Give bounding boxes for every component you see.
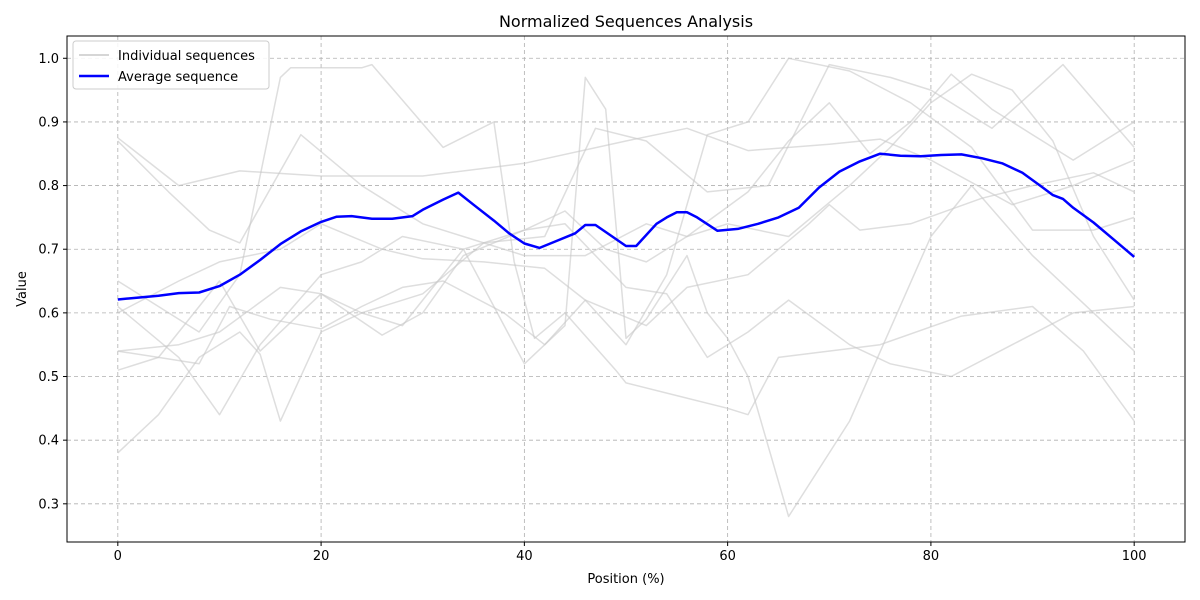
- y-axis-label: Value: [15, 271, 30, 307]
- individual-series-group: [117, 57, 1135, 518]
- individual-sequence-line: [117, 223, 1135, 378]
- y-tick-label: 0.4: [38, 434, 59, 449]
- y-tick-label: 0.8: [38, 179, 59, 194]
- average-series-group: [117, 152, 1136, 301]
- x-tick-label: 20: [313, 549, 330, 564]
- individual-sequence-line: [117, 127, 1135, 206]
- x-tick-label: 0: [114, 549, 122, 564]
- y-tick-label: 0.7: [38, 243, 59, 258]
- individual-sequence-line: [117, 73, 1135, 352]
- y-tick-label: 0.6: [38, 306, 59, 321]
- legend-box: [72, 40, 270, 90]
- x-tick-label: 100: [1122, 549, 1147, 564]
- individual-sequence-line: [117, 57, 1135, 346]
- individual-sequence-line: [117, 63, 1135, 422]
- grid: [67, 36, 1185, 542]
- x-tick-label: 40: [516, 549, 533, 564]
- x-axis-label: Position (%): [587, 572, 664, 587]
- y-tick-label: 1.0: [38, 52, 59, 67]
- x-axis-ticks: 0 20 40 60 80 100: [114, 542, 1147, 564]
- legend-label-individual: Individual sequences: [118, 49, 255, 64]
- plot-frame: [66, 35, 1186, 543]
- y-axis-ticks: 0.3 0.4 0.5 0.6 0.7 0.8 0.9 1.0: [38, 52, 67, 512]
- individual-sequence-line: [117, 76, 1135, 518]
- y-tick-label: 0.9: [38, 115, 59, 130]
- chart-title: Normalized Sequences Analysis: [499, 12, 753, 31]
- x-tick-label: 60: [719, 549, 736, 564]
- average-sequence-line: [117, 152, 1136, 301]
- legend-label-average: Average sequence: [118, 70, 238, 85]
- y-tick-label: 0.5: [38, 370, 59, 385]
- individual-sequence-line: [117, 73, 1135, 416]
- legend: Individual sequences Average sequence: [72, 40, 270, 90]
- individual-sequence-line: [117, 63, 1135, 244]
- x-tick-label: 80: [923, 549, 940, 564]
- y-tick-label: 0.3: [38, 497, 59, 512]
